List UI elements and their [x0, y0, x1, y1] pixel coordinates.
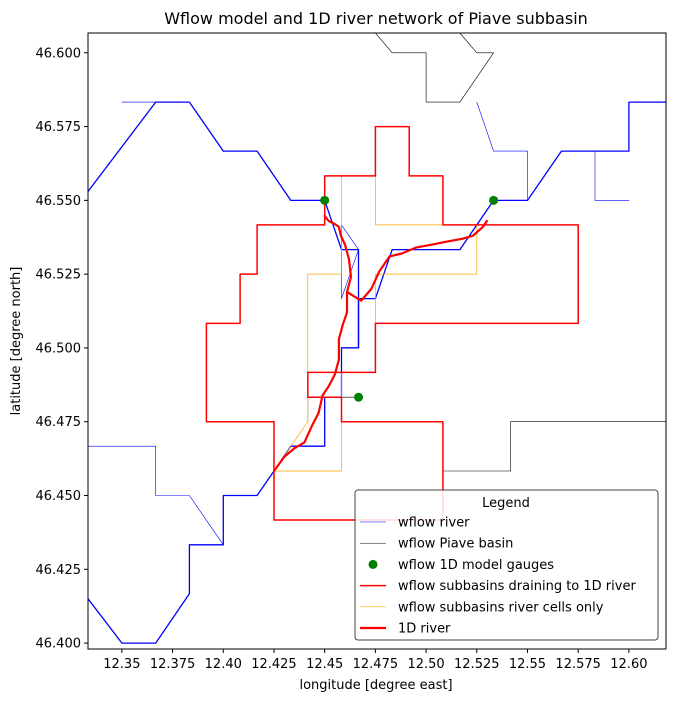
legend-label-5: 1D river	[398, 622, 451, 637]
gauge-marker-2	[354, 392, 364, 402]
y-axis: 46.400 46.425 46.450 46.475 46.500 46.525 46.5…	[36, 46, 88, 652]
series-basin-0	[375, 33, 494, 103]
y-tick-label: 46.500	[36, 341, 82, 356]
gauge-marker-1	[489, 195, 499, 205]
legend-label-4: wflow subbasins river cells only	[398, 600, 604, 615]
legend-label-0: wflow river	[398, 516, 470, 531]
series-river-8	[88, 445, 224, 546]
x-tick-label: 12.60	[610, 657, 647, 672]
y-tick-label: 46.475	[36, 415, 82, 430]
y-tick-label: 46.450	[36, 489, 82, 504]
series-basin-1	[442, 421, 666, 472]
x-tick-label: 12.525	[454, 657, 500, 672]
series-river-6	[476, 101, 528, 201]
chart-title: Wflow model and 1D river network of Piav…	[164, 9, 588, 28]
x-tick-label: 12.50	[407, 657, 444, 672]
series-river-7	[594, 150, 630, 201]
legend-box	[354, 489, 659, 641]
y-tick-label: 46.600	[36, 46, 82, 61]
y-tick-label: 46.525	[36, 268, 82, 283]
x-tick-label: 12.35	[103, 657, 140, 672]
y-tick-label: 46.400	[36, 637, 82, 652]
legend-entries: wflow river wflow Piave basin wflow 1D mod…	[360, 516, 636, 637]
x-axis: 12.35 12.375 12.40 12.425 12.45 12.475 12.50 12…	[103, 649, 647, 672]
y-axis-label: latitude [degree north]	[9, 267, 24, 416]
series-1d-river-13	[345, 219, 488, 302]
legend-label-3: wflow subbasins draining to 1D river	[398, 579, 636, 594]
legend-label-2: wflow 1D model gauges	[398, 558, 554, 573]
series-subbasin-10	[205, 125, 579, 521]
series-river-4	[88, 101, 360, 349]
x-tick-label: 12.45	[306, 657, 343, 672]
x-tick-label: 12.425	[251, 657, 297, 672]
y-tick-label: 46.425	[36, 563, 82, 578]
legend-marker-2	[368, 559, 378, 569]
gauge-layer	[320, 195, 499, 402]
x-axis-label: longitude [degree east]	[299, 678, 452, 693]
x-tick-label: 12.575	[555, 657, 601, 672]
x-tick-label: 12.40	[205, 657, 242, 672]
x-tick-label: 12.55	[509, 657, 546, 672]
y-tick-label: 46.575	[36, 120, 82, 135]
x-tick-label: 12.375	[150, 657, 196, 672]
x-tick-label: 12.475	[353, 657, 399, 672]
y-tick-label: 46.550	[36, 194, 82, 209]
series-layer	[88, 33, 666, 644]
gauge-marker-0	[320, 195, 330, 205]
legend-label-1: wflow Piave basin	[398, 537, 513, 552]
series-1d-river-12	[272, 214, 353, 473]
legend-title: Legend	[482, 496, 530, 511]
plot-frame	[87, 32, 667, 650]
